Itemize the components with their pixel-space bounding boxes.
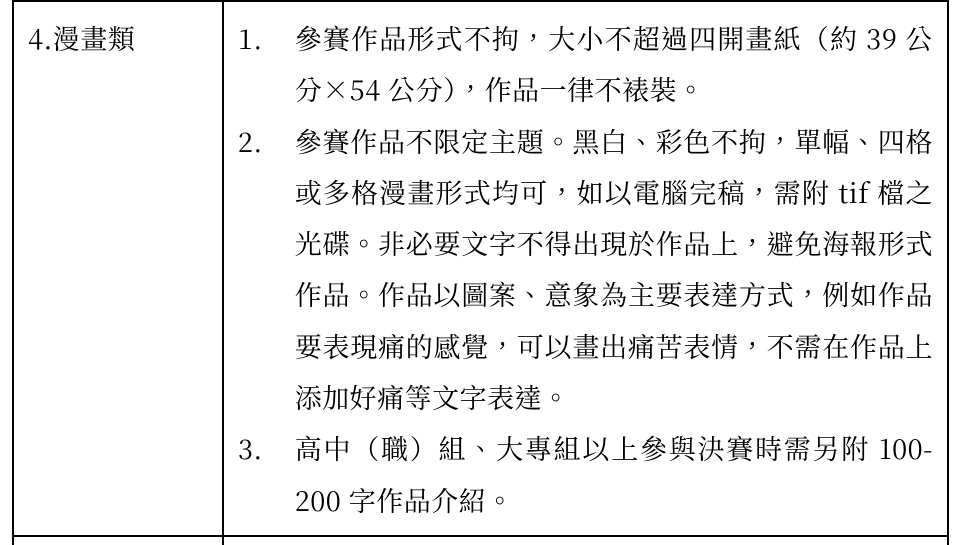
list-item: 2. 參賽作品不限定主題。黑白、彩色不拘，單幅、四格或多格漫畫形式均可，如以電腦… [238, 115, 933, 423]
item-number: 1. [238, 12, 263, 63]
list-item: 1. 參賽作品形式不拘，大小不超過四開畫紙（約 39 公分×54 公分），作品一… [238, 12, 933, 115]
item-text: 參賽作品不限定主題。黑白、彩色不拘，單幅、四格或多格漫畫形式均可，如以電腦完稿，… [295, 121, 933, 416]
category-cell [13, 536, 223, 545]
rules-table: 4.漫畫類 1. 參賽作品形式不拘，大小不超過四開畫紙（約 39 公分×54 公… [12, 0, 949, 545]
list-item: 3. 高中（職）組、大專組以上參與決賽時需另附 100-200 字作品介紹。 [238, 422, 933, 525]
table-row: 4.漫畫類 1. 參賽作品形式不拘，大小不超過四開畫紙（約 39 公分×54 公… [13, 1, 948, 536]
item-number: 2. [238, 115, 263, 166]
content-cell: 1. 參賽作品形式不拘，大小不超過四開畫紙（約 39 公分×54 公分），作品一… [223, 1, 948, 536]
table-row: 1. [13, 536, 948, 545]
content-cell: 1. [223, 536, 948, 545]
items-list: 1. 參賽作品形式不拘，大小不超過四開畫紙（約 39 公分×54 公分），作品一… [238, 12, 933, 525]
item-text: 高中（職）組、大專組以上參與決賽時需另附 100-200 字作品介紹。 [295, 428, 933, 518]
category-cell: 4.漫畫類 [13, 1, 223, 536]
item-number: 3. [238, 422, 263, 473]
category-label: 4.漫畫類 [28, 18, 135, 57]
item-text: 參賽作品形式不拘，大小不超過四開畫紙（約 39 公分×54 公分），作品一律不裱… [295, 18, 933, 108]
